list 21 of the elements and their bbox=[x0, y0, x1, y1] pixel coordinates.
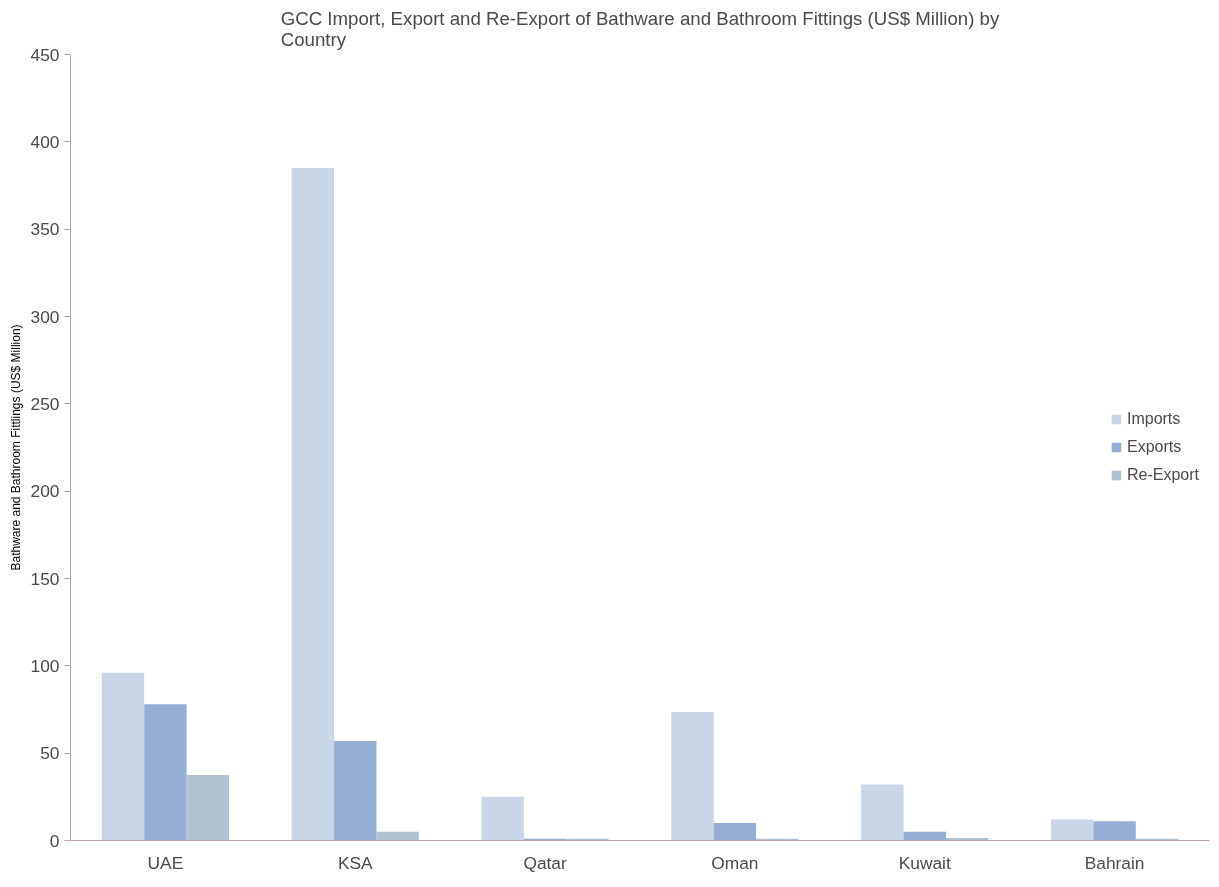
legend-label: Exports bbox=[1126, 438, 1182, 456]
x-tick-label: Bahrain bbox=[1084, 852, 1145, 873]
y-tick-label: 350 bbox=[30, 219, 60, 240]
y-tick-label: 150 bbox=[30, 568, 60, 589]
y-axis-title: Bathware and Bathroom Fittlings (US$ Million) bbox=[8, 324, 23, 571]
y-tick-label: 400 bbox=[30, 131, 60, 152]
x-tick-label: Kuwait bbox=[898, 852, 951, 873]
y-tick-label: 100 bbox=[30, 655, 60, 676]
y-tick-label: 300 bbox=[30, 306, 60, 327]
y-tick-label: 250 bbox=[30, 393, 60, 414]
x-tick-label: KSA bbox=[337, 852, 374, 873]
y-tick-label: 0 bbox=[49, 830, 60, 851]
x-tick-label: Oman bbox=[711, 852, 759, 873]
y-tick-label: 50 bbox=[40, 743, 60, 764]
legend-label: Re-Export bbox=[1126, 466, 1199, 484]
y-tick-label: 450 bbox=[30, 44, 60, 65]
chart-title: GCC Import, Export and Re-Export of Bathware and Bathroom Fittings (US$ Million) by Country bbox=[280, 7, 1000, 50]
legend-label: Imports bbox=[1126, 410, 1181, 428]
y-tick-label: 200 bbox=[30, 481, 60, 502]
x-tick-label: UAE bbox=[147, 852, 184, 873]
x-tick-label: Qatar bbox=[523, 852, 567, 873]
